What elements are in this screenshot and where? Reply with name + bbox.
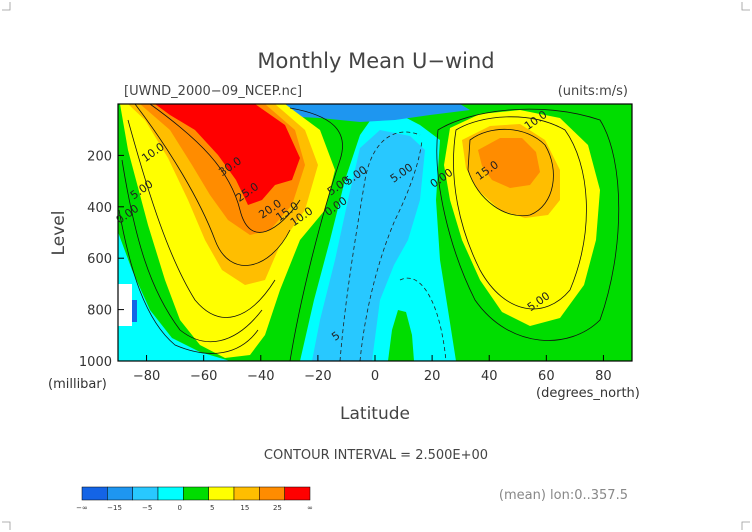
colorbar-segment <box>284 486 311 501</box>
blue-patch <box>132 300 137 322</box>
contour-interval-label: CONTOUR INTERVAL = 2.500E+00 <box>264 448 488 463</box>
x-tick-label: 40 <box>481 369 498 384</box>
x-axis-label: Latitude <box>340 404 410 424</box>
x-axis-ticks: −80 −60 −40 −20 0 20 40 60 80 <box>133 355 612 384</box>
file-label: [UWND_2000−09_NCEP.nc] <box>124 84 302 99</box>
x-tick-label: −20 <box>304 369 331 384</box>
colorbar-segment <box>183 486 209 501</box>
colorbar-tick-label: ∞ <box>307 504 313 512</box>
blue-core <box>312 130 425 361</box>
y-tick-label: 800 <box>87 304 112 319</box>
units-label: (units:m/s) <box>558 84 628 99</box>
cyan-southpole <box>118 232 230 361</box>
missing-data-patch <box>118 284 132 326</box>
colorbar-segment <box>259 486 285 501</box>
x-tick-label: 20 <box>424 369 441 384</box>
colorbar-segment <box>233 486 260 501</box>
x-tick-label: 60 <box>538 369 555 384</box>
colorbar-segment <box>208 486 235 501</box>
colorbar-tick-label: 25 <box>273 504 282 512</box>
colorbar-segment <box>107 486 133 501</box>
y-axis-label: Level <box>49 211 69 256</box>
chart-title: Monthly Mean U−wind <box>257 49 494 73</box>
colorbar-segment <box>81 486 108 501</box>
colorbar-tick-label: −5 <box>142 504 152 512</box>
y-tick-label: 400 <box>87 201 112 216</box>
y-tick-label: 200 <box>87 149 112 164</box>
x-tick-label: 0 <box>371 369 379 384</box>
y-unit-label: (millibar) <box>48 377 107 392</box>
colorbar-segment <box>157 486 184 501</box>
nh-orange2 <box>478 138 540 188</box>
y-tick-label: 600 <box>87 252 112 267</box>
footer-label: (mean) lon:0..357.5 <box>499 488 628 503</box>
y-tick-label: 1000 <box>79 355 112 370</box>
contour-field <box>117 103 633 362</box>
x-tick-label: −40 <box>247 369 274 384</box>
contour-lines <box>118 103 620 362</box>
colorbar-tick-label: −15 <box>107 504 122 512</box>
y-axis-ticks: 200 400 600 800 1000 <box>79 149 124 370</box>
sh-red <box>155 104 300 205</box>
colorbar-tick-label: −∞ <box>76 504 88 512</box>
colorbar-tick-label: 0 <box>177 504 181 512</box>
colorbar-tick-labels: −∞ −15 −5 0 5 15 25 ∞ <box>76 504 313 512</box>
negative-contours <box>339 131 447 362</box>
blue-top <box>255 104 470 122</box>
x-tick-label: −60 <box>190 369 217 384</box>
colorbar <box>81 486 311 501</box>
x-tick-label: 80 <box>595 369 612 384</box>
colorbar-segment <box>132 486 159 501</box>
x-tick-label: −80 <box>133 369 160 384</box>
x-unit-label: (degrees_north) <box>536 386 640 401</box>
colorbar-tick-label: 15 <box>240 504 249 512</box>
colorbar-tick-label: 5 <box>210 504 214 512</box>
green-bottom <box>388 310 414 361</box>
